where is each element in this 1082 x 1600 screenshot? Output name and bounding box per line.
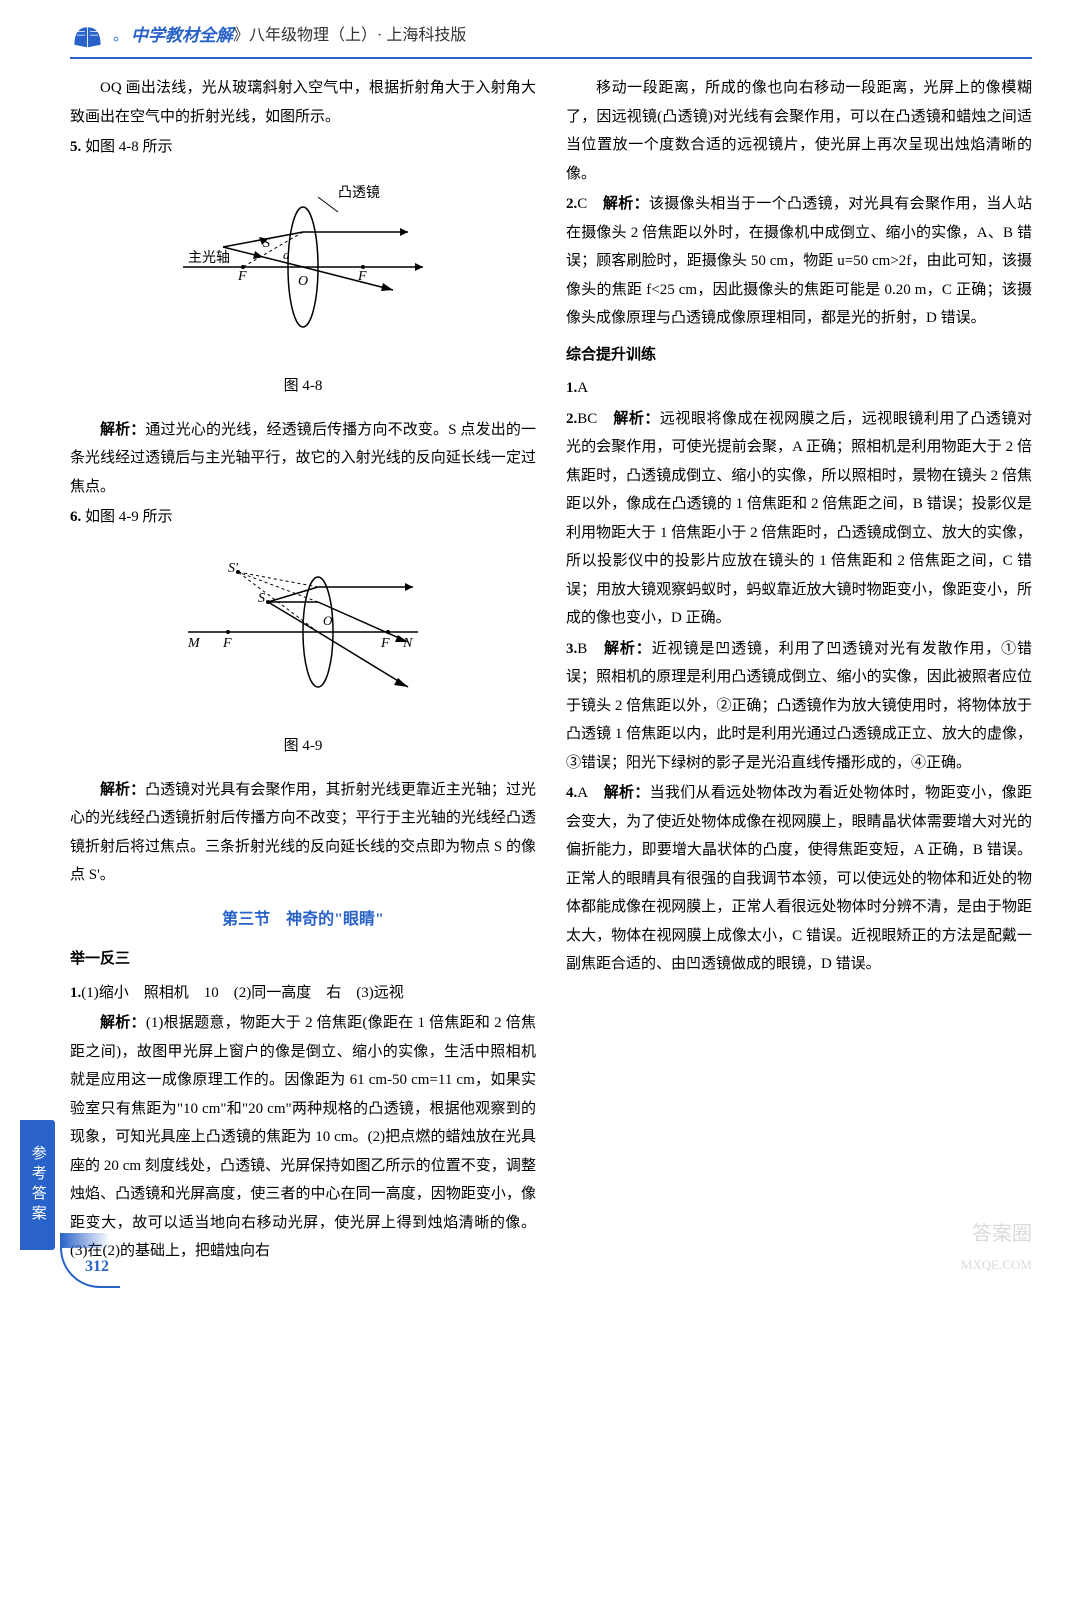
svg-text:S: S [263,236,270,251]
content-area: OQ 画出法线，光从玻璃斜射入空气中，根据折射角大于入射角大致画出在空气中的折射… [70,74,1032,1267]
comp2-answer: BC [577,411,597,427]
svg-text:凸透镜: 凸透镜 [338,185,380,201]
watermark: 答案圈 MXQE.COM [961,1215,1032,1278]
fig49-caption: 图 4-9 [70,732,536,761]
item1-analysis-text: (1)根据题意，物距大于 2 倍焦距(像距在 1 倍焦距和 2 倍焦距之间)，故… [70,1015,536,1259]
page-number: 312 [85,1252,109,1282]
item1-answer-text: (1)缩小 照相机 10 (2)同一高度 右 (3)远视 [81,985,403,1001]
svg-text:S: S [258,591,265,606]
item2c-answer: C [577,196,587,212]
comp2: 2.BC 解析：远视眼将像成在视网膜之后，远视眼镜利用了凸透镜对光的会聚作用，可… [566,405,1032,633]
item1-analysis-label: 解析： [100,1015,146,1031]
left-column: OQ 画出法线，光从玻璃斜射入空气中，根据折射角大于入射角大致画出在空气中的折射… [70,74,536,1267]
item6-analysis-label: 解析： [100,782,145,798]
item1-analysis: 解析：(1)根据题意，物距大于 2 倍焦距(像距在 1 倍焦距和 2 倍焦距之间… [70,1009,536,1266]
comp4-analysis-text: 当我们从看远处物体改为看近处物体时，物距变小，像距会变大，为了使近处物体成像在视… [566,785,1032,972]
book-icon [70,21,105,51]
header-publisher: · 上海科技版 [377,21,466,51]
svg-text:F: F [380,636,390,651]
watermark-line2: MXQE.COM [961,1253,1032,1278]
svg-text:F: F [222,636,232,651]
comp3: 3.B 解析：近视镜是凹透镜，利用了凹透镜对光有发散作用，①错误；照相机的原理是… [566,635,1032,778]
comprehensive-title: 综合提升训练 [566,341,1032,370]
comp1-answer: A [577,380,588,396]
comp3-analysis-label: 解析： [587,641,651,657]
item2c-analysis-label: 解析： [587,196,649,212]
item5-text: 如图 4-8 所示 [85,139,173,155]
side-tab: 参考答案 [20,1120,55,1250]
svg-text:O: O [323,613,333,628]
item2c-analysis-text: 该摄像头相当于一个凸透镜，对光具有会聚作用，当人站在摄像头 2 倍焦距以外时，在… [566,196,1032,326]
svg-text:a: a [283,247,290,262]
header-dot: 。 [113,22,128,51]
item5-label: 5. [70,139,81,155]
item1-label: 1. [70,985,81,1001]
svg-text:N: N [402,636,413,651]
comp2-label: 2. [566,411,577,427]
item5: 5. 如图 4-8 所示 [70,133,536,162]
header-title: 中学教材全解 [131,20,233,52]
comp2-analysis-text: 远视眼将像成在视网膜之后，远视眼镜利用了凸透镜对光的会聚作用，可使光提前会聚，A… [566,411,1032,627]
right-column: 移动一段距离，所成的像也向右移动一段距离，光屏上的像模糊了，因远视镜(凸透镜)对… [566,74,1032,1267]
item6: 6. 如图 4-9 所示 [70,503,536,532]
section3-title: 第三节 神奇的"眼睛" [70,905,536,935]
svg-text:主光轴: 主光轴 [188,250,230,266]
item1-answer: 1.(1)缩小 照相机 10 (2)同一高度 右 (3)远视 [70,979,536,1008]
oq-text: OQ 画出法线，光从玻璃斜射入空气中，根据折射角大于入射角大致画出在空气中的折射… [70,74,536,131]
bottom-gradient [60,1233,110,1248]
comp4: 4.A 解析：当我们从看远处物体改为看近处物体时，物距变小，像距会变大，为了使近… [566,779,1032,979]
comp1-label: 1. [566,380,577,396]
continue1: 移动一段距离，所成的像也向右移动一段距离，光屏上的像模糊了，因远视镜(凸透镜)对… [566,74,1032,188]
watermark-line1: 答案圈 [961,1215,1032,1253]
figure-4-8: F O F S a 主光轴 [70,177,536,401]
svg-text:M: M [187,636,201,651]
item5-analysis: 解析：通过光心的光线，经透镜后传播方向不改变。S 点发出的一条光线经过透镜后与主… [70,416,536,502]
header-subtitle: 》八年级物理（上） [233,21,377,51]
comp2-analysis-label: 解析： [597,411,660,427]
comp3-analysis-text: 近视镜是凹透镜，利用了凹透镜对光有发散作用，①错误；照相机的原理是利用凸透镜成倒… [566,641,1032,771]
jyfs-title: 举一反三 [70,945,536,974]
comp3-label: 3. [566,641,577,657]
comp4-label: 4. [566,785,577,801]
figure-4-9: M F N F O S S' [70,547,536,761]
item6-analysis: 解析：凸透镜对光具有会聚作用，其折射光线更靠近主光轴；过光心的光线经凸透镜折射后… [70,776,536,890]
fig48-caption: 图 4-8 [70,372,536,401]
comp1: 1.A [566,374,1032,403]
svg-text:O: O [298,274,308,289]
page-header: 。 中学教材全解 》八年级物理（上） · 上海科技版 [70,20,1032,59]
item5-analysis-label: 解析： [100,422,145,438]
item6-text: 如图 4-9 所示 [85,509,173,525]
comp3-answer: B [577,641,587,657]
comp4-analysis-label: 解析： [588,785,650,801]
comp4-answer: A [577,785,588,801]
item2c-label: 2. [566,196,577,212]
item2c: 2.C 解析：该摄像头相当于一个凸透镜，对光具有会聚作用，当人站在摄像头 2 倍… [566,190,1032,333]
item6-label: 6. [70,509,81,525]
svg-text:F: F [237,269,247,284]
